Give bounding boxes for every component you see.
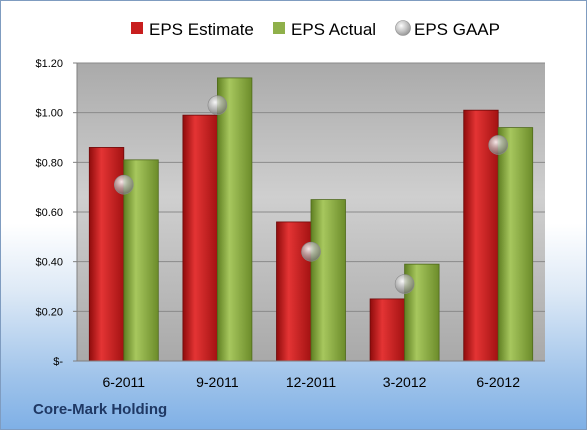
legend-eps-actual-swatch (273, 22, 285, 34)
bar-eps-estimate (369, 298, 406, 362)
bar-eps-actual (497, 127, 534, 362)
bar-eps-actual (310, 199, 346, 362)
marker-eps-gaap (394, 274, 415, 294)
y-tick-label: $0.20 (35, 306, 63, 318)
axes: $- $0.20 $0.40 $0.60 $0.80 $1.00 $1.20 6-2011 9-… (35, 58, 545, 390)
x-tick-label: 9-2011 (196, 374, 239, 390)
y-tick-label: $1.00 (35, 108, 63, 120)
y-tick-label: $1.20 (35, 58, 63, 70)
marker-eps-gaap (114, 174, 134, 195)
company-name: Core-Mark Holding (33, 401, 168, 418)
bar-eps-estimate (182, 114, 218, 362)
bar-eps-estimate (276, 221, 312, 362)
legend-label: EPS Estimate (149, 20, 254, 39)
legend-label: EPS GAAP (414, 20, 500, 39)
legend-eps-gaap-swatch (395, 20, 411, 36)
y-tick-label: $0.80 (35, 157, 63, 169)
bar-eps-actual (216, 77, 253, 362)
x-tick-label: 3-2012 (383, 374, 427, 390)
legend-label: EPS Actual (291, 20, 376, 39)
x-tick-label: 6-2012 (476, 374, 520, 390)
y-tick-label: $- (53, 356, 63, 368)
gaap-markers (114, 95, 509, 294)
x-tick-label: 12-2011 (286, 374, 337, 390)
marker-eps-gaap (207, 95, 228, 116)
marker-eps-gaap (488, 135, 509, 155)
y-tick-label: $0.60 (35, 207, 63, 219)
x-tick-label: 6-2011 (103, 374, 146, 390)
legend-eps-estimate-swatch (131, 22, 143, 34)
y-tick-label: $0.40 (35, 257, 63, 269)
marker-eps-gaap (301, 241, 321, 262)
legend: EPS Estimate EPS Actual EPS GAAP (131, 20, 500, 39)
